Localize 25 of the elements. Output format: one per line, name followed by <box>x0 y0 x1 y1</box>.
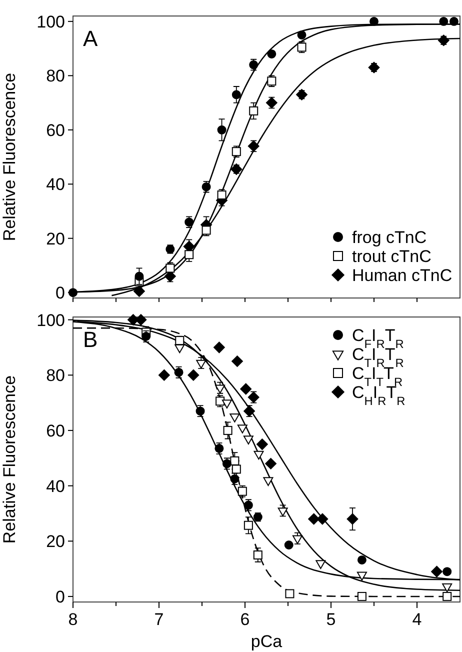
y-tick-label: 20 <box>46 532 65 552</box>
legend-label: trout cTnC <box>352 247 432 266</box>
y-tick-label: 60 <box>46 421 65 440</box>
y-tick-label: 80 <box>46 366 65 386</box>
y-tick-label: 60 <box>46 120 65 140</box>
x-tick-label: 5 <box>326 610 336 629</box>
y-tick-label: 100 <box>36 12 65 32</box>
y-axis-title: Relative Fluorescence <box>0 72 19 242</box>
x-tick-label: 4 <box>412 610 422 629</box>
legend-label: Human cTnC <box>352 266 452 285</box>
annotation: A <box>83 26 98 51</box>
legend-label: frog cTnC <box>352 228 427 247</box>
y-axis-title: Relative Fluorescence <box>0 375 19 544</box>
x-axis-title: pCa <box>250 632 283 651</box>
y-tick-label: 100 <box>36 310 65 330</box>
annotation: B <box>83 327 98 352</box>
x-tick-label: 8 <box>68 610 78 629</box>
y-tick-label: 0 <box>56 284 65 303</box>
y-tick-label: 40 <box>46 175 65 194</box>
y-tick-label: 80 <box>46 66 65 86</box>
y-tick-label: 20 <box>46 229 65 248</box>
x-tick-label: 7 <box>154 610 164 629</box>
x-tick-label: 6 <box>240 610 250 629</box>
y-tick-label: 40 <box>46 476 65 496</box>
y-tick-label: 0 <box>56 587 65 606</box>
